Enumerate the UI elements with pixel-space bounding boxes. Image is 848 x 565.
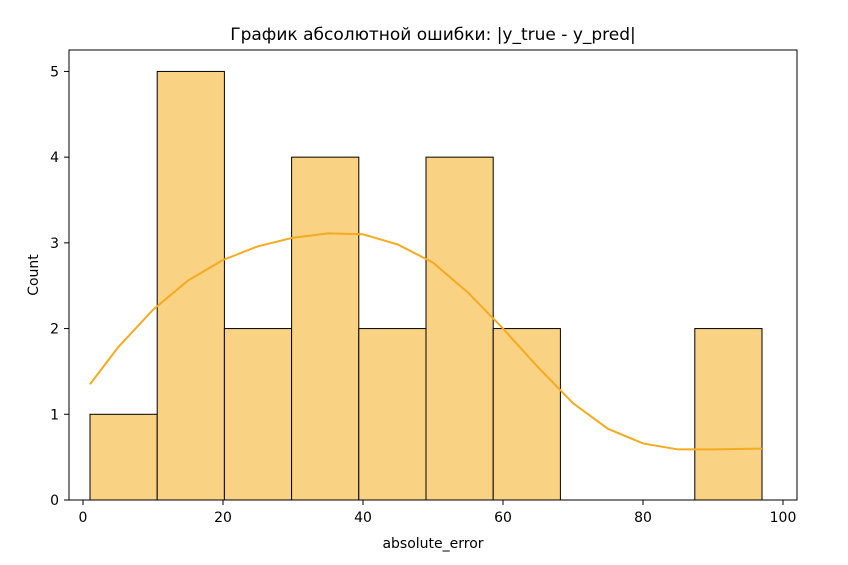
histogram-bar bbox=[89, 413, 158, 501]
x-tick-label: 0 bbox=[79, 510, 88, 526]
y-axis-label: Count bbox=[26, 254, 42, 296]
histogram-bar bbox=[425, 156, 494, 501]
histogram-bar bbox=[291, 156, 360, 501]
x-axis: 0 20 40 60 80 100 bbox=[79, 500, 797, 526]
y-tick-label: 4 bbox=[50, 150, 59, 166]
x-tick-label: 40 bbox=[354, 510, 372, 526]
y-tick-label: 2 bbox=[50, 322, 59, 338]
histogram-bar bbox=[694, 328, 763, 501]
y-tick-label: 5 bbox=[50, 64, 59, 80]
x-tick-label: 80 bbox=[634, 510, 652, 526]
histogram-bar bbox=[156, 70, 225, 501]
x-tick-label: 20 bbox=[214, 510, 232, 526]
bars-group bbox=[89, 70, 763, 501]
x-tick-label: 100 bbox=[770, 510, 797, 526]
histogram-bar bbox=[358, 328, 427, 501]
kde-curve bbox=[89, 232, 763, 451]
x-tick-label: 60 bbox=[494, 510, 512, 526]
y-tick-label: 0 bbox=[50, 493, 59, 509]
y-tick-label: 1 bbox=[50, 407, 59, 423]
y-tick-label: 3 bbox=[50, 236, 59, 252]
x-axis-label: absolute_error bbox=[382, 536, 483, 552]
histogram-bar bbox=[492, 328, 561, 501]
chart-title: График абсолютной ошибки: |y_true - y_pr… bbox=[230, 25, 636, 45]
plot-frame bbox=[68, 49, 798, 501]
histogram-bar bbox=[223, 328, 293, 501]
y-axis: 0 1 2 3 4 5 bbox=[50, 64, 69, 509]
